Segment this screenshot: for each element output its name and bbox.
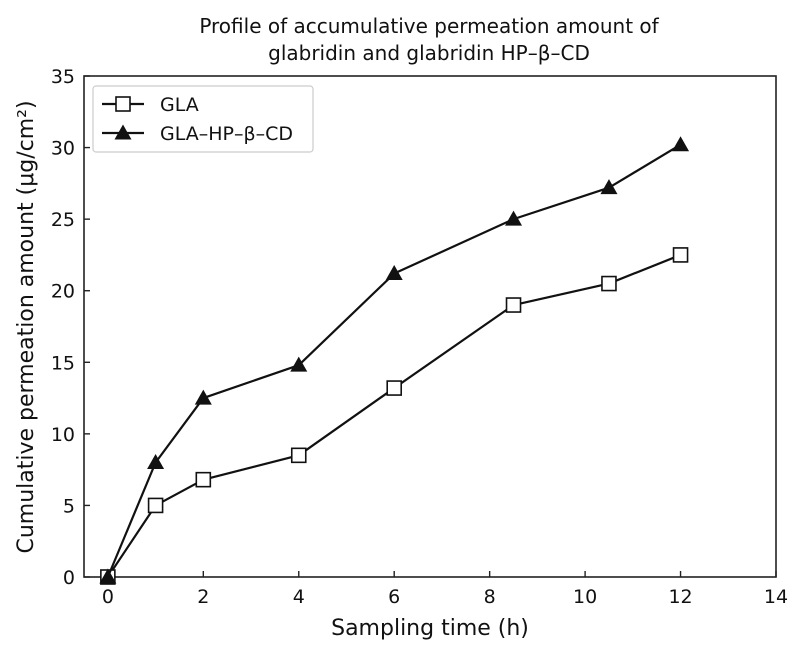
data-point-gla-hp-cd [505, 210, 523, 226]
data-point-gla-hp-cd [385, 265, 403, 281]
x-tick-label: 8 [484, 586, 496, 608]
y-tick-label: 35 [51, 66, 75, 88]
data-point-gla-hp-cd [600, 179, 618, 195]
y-tick-label: 0 [63, 567, 75, 589]
data-point-gla [147, 497, 164, 514]
y-axis-label: Cumulative permeation amount (μg/cm²) [14, 100, 39, 553]
legend-marker-gla-hp-b-cd [114, 124, 132, 140]
series-line-gla-hp-cd [106, 143, 682, 578]
data-point-gla-hp-cd [290, 356, 308, 372]
data-point-gla [672, 247, 689, 263]
chart-title-line-2: glabridin and glabridin HP–β–CD [268, 41, 590, 65]
x-tick-label: 6 [388, 586, 400, 608]
y-axis: 0 5 10 15 20 25 30 35 [51, 66, 90, 589]
y-tick-label: 10 [51, 424, 75, 446]
x-axis-label: Sampling time (h) [331, 616, 529, 641]
y-tick-label: 15 [51, 352, 75, 374]
y-tick-label: 5 [63, 495, 75, 517]
series-line-gla [106, 253, 681, 578]
y-tick-label: 25 [51, 209, 75, 231]
x-tick-label: 4 [293, 586, 305, 608]
legend-marker-gla [115, 96, 131, 112]
legend-box [92, 85, 314, 153]
data-point-gla-hp-cd [672, 136, 690, 152]
x-axis: 0 2 4 6 8 10 12 14 [102, 571, 788, 608]
data-point-gla-hp-cd [99, 568, 117, 584]
x-tick-label: 10 [573, 586, 597, 608]
legend-label-gla-hp-b-cd: GLA–HP–β–CD [160, 123, 293, 145]
plot-frame [83, 75, 777, 578]
data-point-gla-hp-cd [147, 453, 165, 469]
x-tick-label: 0 [102, 586, 114, 608]
data-point-gla [601, 275, 617, 292]
data-point-gla [290, 447, 307, 464]
series-layer [99, 136, 690, 585]
y-tick-label: 30 [51, 138, 75, 160]
x-tick-label: 14 [764, 586, 788, 608]
data-point-gla [505, 297, 522, 313]
data-point-gla-hp-cd [194, 389, 212, 405]
x-tick-label: 2 [197, 586, 209, 608]
x-tick-label: 12 [668, 586, 692, 608]
legend: GLA GLA–HP–β–CD [92, 85, 314, 153]
legend-label-gla: GLA [160, 94, 199, 116]
y-tick-label: 20 [51, 281, 75, 303]
data-point-gla [195, 471, 212, 488]
data-point-gla [386, 380, 403, 396]
chart-title-line-1: Profile of accumulative permeation amoun… [199, 14, 659, 38]
